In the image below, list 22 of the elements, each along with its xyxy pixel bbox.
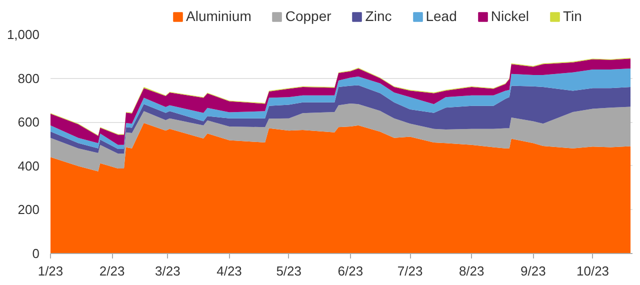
legend-label: Aluminium (186, 8, 252, 24)
legend-label: Copper (285, 8, 332, 24)
x-tick-label: 3/23 (155, 264, 180, 278)
x-tick-label: 1/23 (38, 264, 64, 278)
x-tick-label: 7/23 (397, 264, 423, 278)
legend-label: Zinc (365, 8, 392, 24)
x-tick-label: 4/23 (216, 264, 242, 278)
x-tick-label: 9/23 (520, 264, 546, 278)
y-tick-label: 400 (18, 158, 40, 174)
x-tick-label: 5/23 (276, 264, 302, 278)
legend-label: Nickel (490, 8, 530, 24)
legend-label: Lead (426, 8, 457, 24)
legend-label: Tin (563, 8, 583, 24)
x-tick-label: 2/23 (99, 264, 125, 278)
y-tick-label: 600 (18, 114, 40, 130)
y-tick-label: 200 (18, 202, 40, 218)
x-tick-label: 6/23 (338, 264, 364, 278)
x-tick-label: 10/23 (576, 264, 610, 278)
y-tick-label: 800 (18, 70, 40, 86)
y-tick-label: 1,000 (6, 27, 40, 42)
x-tick-label: 8/23 (458, 264, 484, 278)
y-tick-label: 0 (32, 246, 40, 261)
